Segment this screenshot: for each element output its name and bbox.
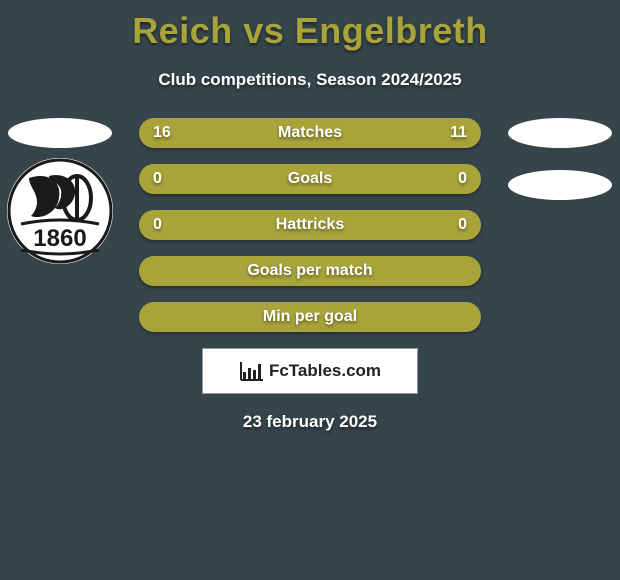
stat-rows: 16 Matches 11 0 Goals 0 0 Hattricks 0 Go… [139,118,481,332]
left-player-avatar-placeholder [8,118,112,148]
stat-left-value: 0 [153,216,162,234]
stat-row-goals: 0 Goals 0 [139,164,481,194]
club-1860-icon: 1860 [7,158,113,264]
stat-label: Min per goal [263,308,357,326]
stat-label: Hattricks [276,216,344,234]
brand-box[interactable]: FcTables.com [202,348,418,394]
stat-right-value: 0 [458,170,467,188]
left-player-column: 1860 [0,118,120,264]
page-subtitle: Club competitions, Season 2024/2025 [0,70,620,90]
stat-row-goals-per-match: Goals per match [139,256,481,286]
stat-left-value: 0 [153,170,162,188]
stat-row-min-per-goal: Min per goal [139,302,481,332]
stat-row-hattricks: 0 Hattricks 0 [139,210,481,240]
brand-text: FcTables.com [269,361,381,381]
stat-row-matches: 16 Matches 11 [139,118,481,148]
stat-right-value: 11 [450,124,467,142]
stat-label: Matches [278,124,342,142]
right-player-avatar-placeholder [508,118,612,148]
page-title: Reich vs Engelbreth [0,0,620,52]
footer-date: 23 february 2025 [0,412,620,432]
stat-left-value: 16 [153,124,171,142]
left-club-badge: 1860 [7,158,113,264]
right-player-column [500,118,620,200]
stat-label: Goals per match [247,262,372,280]
stat-right-value: 0 [458,216,467,234]
bar-chart-icon [239,360,265,382]
right-club-avatar-placeholder [508,170,612,200]
comparison-content: 1860 16 Matches 11 0 Goals 0 0 Hattricks… [0,118,620,432]
club-year-text: 1860 [33,225,86,252]
stat-label: Goals [288,170,332,188]
